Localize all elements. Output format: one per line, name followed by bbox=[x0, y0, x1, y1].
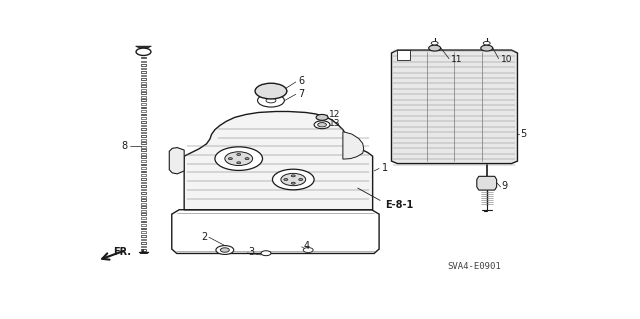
Text: 11: 11 bbox=[451, 55, 463, 64]
Text: 2: 2 bbox=[202, 232, 208, 242]
Polygon shape bbox=[477, 176, 497, 190]
Circle shape bbox=[291, 175, 295, 177]
Text: 12: 12 bbox=[329, 110, 340, 119]
Text: 9: 9 bbox=[502, 181, 508, 191]
Circle shape bbox=[429, 45, 440, 51]
Circle shape bbox=[215, 147, 262, 170]
Polygon shape bbox=[184, 111, 372, 210]
Polygon shape bbox=[397, 50, 410, 60]
Circle shape bbox=[284, 179, 288, 181]
Circle shape bbox=[266, 98, 276, 103]
Circle shape bbox=[317, 122, 326, 127]
Text: 10: 10 bbox=[500, 55, 512, 64]
Circle shape bbox=[257, 94, 284, 107]
Polygon shape bbox=[343, 132, 364, 159]
Text: 6: 6 bbox=[298, 76, 305, 86]
Circle shape bbox=[481, 45, 493, 51]
Circle shape bbox=[273, 169, 314, 190]
Text: SVA4-E0901: SVA4-E0901 bbox=[447, 262, 500, 271]
Circle shape bbox=[281, 173, 306, 186]
Circle shape bbox=[483, 41, 490, 45]
Circle shape bbox=[225, 152, 253, 166]
Text: 1: 1 bbox=[381, 163, 388, 174]
Text: 7: 7 bbox=[298, 89, 305, 99]
Circle shape bbox=[237, 162, 241, 164]
Circle shape bbox=[431, 41, 438, 45]
Circle shape bbox=[316, 115, 328, 120]
Circle shape bbox=[255, 83, 287, 99]
Text: 3: 3 bbox=[249, 247, 255, 257]
Polygon shape bbox=[172, 210, 379, 254]
Polygon shape bbox=[392, 50, 518, 164]
Circle shape bbox=[261, 251, 271, 256]
Circle shape bbox=[299, 179, 303, 181]
Circle shape bbox=[303, 248, 313, 252]
Circle shape bbox=[220, 248, 229, 252]
Text: 13: 13 bbox=[329, 119, 340, 128]
Text: 8: 8 bbox=[121, 141, 127, 151]
Text: 4: 4 bbox=[303, 241, 309, 251]
Text: 5: 5 bbox=[520, 129, 527, 139]
Circle shape bbox=[291, 182, 295, 184]
Circle shape bbox=[228, 158, 232, 160]
Circle shape bbox=[314, 121, 330, 129]
Circle shape bbox=[216, 246, 234, 255]
Text: E-8-1: E-8-1 bbox=[385, 200, 413, 210]
Polygon shape bbox=[169, 148, 184, 174]
Polygon shape bbox=[136, 46, 152, 48]
Text: FR.: FR. bbox=[113, 248, 131, 257]
Circle shape bbox=[237, 153, 241, 155]
Circle shape bbox=[245, 158, 249, 160]
